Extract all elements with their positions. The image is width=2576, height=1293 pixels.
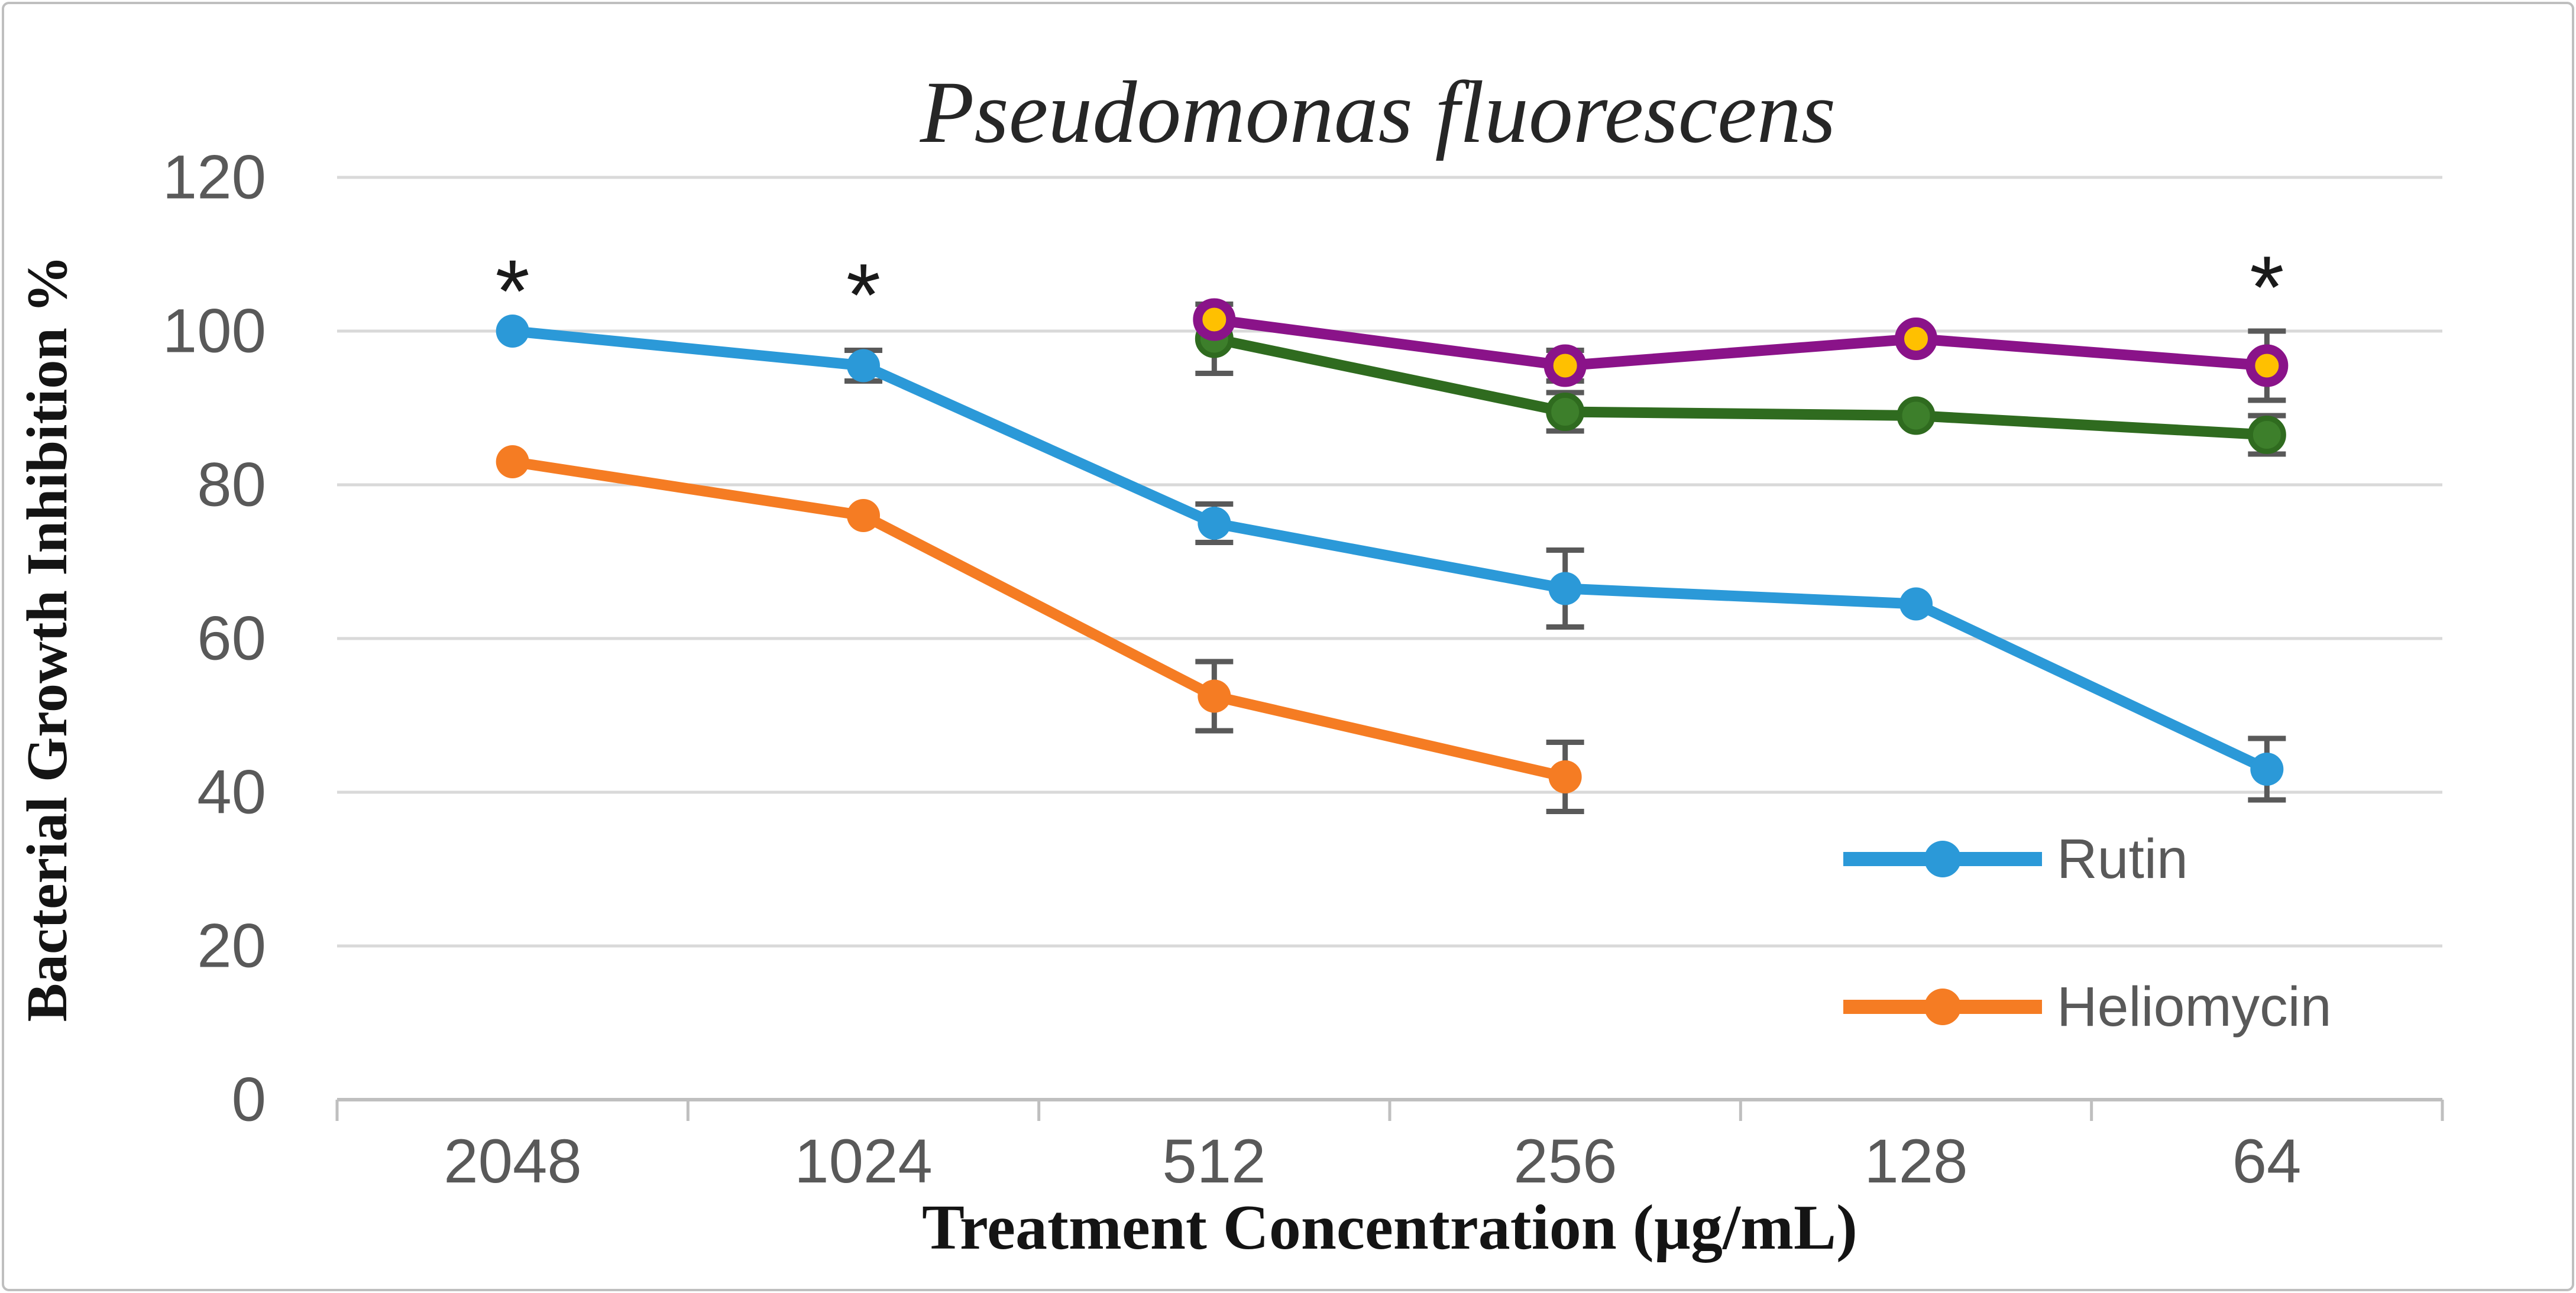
y-tick-80: 80 (197, 451, 266, 520)
data-point-unnamed-purple-64 (2245, 344, 2289, 387)
series-line-rutin (507, 326, 2273, 774)
legend-item-heliomycin: Heliomycin (1843, 976, 2332, 1038)
data-point-heliomycin-256 (1548, 760, 1582, 793)
data-point-unnamed-purple-128 (1895, 317, 1937, 360)
x-tick-1024: 1024 (794, 1127, 933, 1196)
x-tick-64: 64 (2232, 1127, 2302, 1196)
legend-label-rutin: Rutin (2057, 828, 2188, 890)
series-line-heliomycin (507, 456, 1571, 782)
y-axis-title: Bacterial Growth Inhibition % (15, 255, 79, 1022)
data-point-rutin-64 (2250, 753, 2284, 786)
x-tick-512: 512 (1162, 1127, 1266, 1196)
series-rutin (496, 315, 2286, 803)
series-line-unnamed-purple (1209, 314, 2273, 371)
chart-title: Pseudomonas fluorescens (920, 63, 1836, 161)
series-layer (496, 298, 2289, 814)
data-point-unnamed-purple-512 (1193, 298, 1236, 341)
significance-asterisk-64: * (2250, 238, 2284, 337)
legend-marker-heliomycin (1924, 989, 1961, 1025)
x-axis-tick-labels: 2048 1024 512 256 128 64 (444, 1127, 2301, 1196)
significance-asterisk-1024: * (846, 245, 881, 345)
y-tick-0: 0 (232, 1065, 266, 1135)
legend: Rutin Heliomycin (1843, 828, 2332, 1038)
series-line-unnamed-green (1209, 333, 2273, 440)
x-axis-title: Treatment Concentration (µg/mL) (922, 1192, 1857, 1263)
legend-marker-rutin (1924, 841, 1961, 877)
data-point-rutin-512 (1198, 507, 1231, 540)
data-point-rutin-1024 (847, 349, 880, 383)
legend-item-rutin: Rutin (1843, 828, 2188, 890)
x-tick-128: 128 (1864, 1127, 1967, 1196)
series-unnamed-green (1195, 302, 2286, 457)
series-heliomycin (496, 445, 1584, 814)
data-point-unnamed-green-256 (1546, 393, 1585, 431)
y-tick-120: 120 (163, 143, 266, 212)
data-point-rutin-2048 (496, 315, 529, 348)
x-tick-2048: 2048 (444, 1127, 582, 1196)
y-tick-100: 100 (163, 297, 266, 366)
data-point-unnamed-purple-256 (1543, 344, 1587, 387)
significance-asterisk-2048: * (495, 241, 529, 341)
data-point-heliomycin-1024 (847, 499, 880, 532)
x-tick-256: 256 (1513, 1127, 1617, 1196)
series-unnamed-purple (1193, 298, 2289, 403)
data-point-heliomycin-512 (1198, 679, 1231, 713)
y-tick-20: 20 (197, 912, 266, 981)
legend-label-heliomycin: Heliomycin (2057, 976, 2332, 1038)
data-point-rutin-256 (1548, 572, 1582, 605)
y-tick-40: 40 (197, 758, 266, 827)
annotation-layer: * * * (495, 238, 2284, 345)
data-point-unnamed-green-64 (2247, 416, 2286, 454)
data-point-unnamed-green-128 (1897, 396, 1936, 435)
y-tick-60: 60 (197, 604, 266, 673)
y-axis-tick-labels: 0 20 40 60 80 100 120 (163, 143, 266, 1135)
data-point-heliomycin-2048 (496, 445, 529, 478)
data-point-rutin-128 (1899, 587, 1933, 621)
